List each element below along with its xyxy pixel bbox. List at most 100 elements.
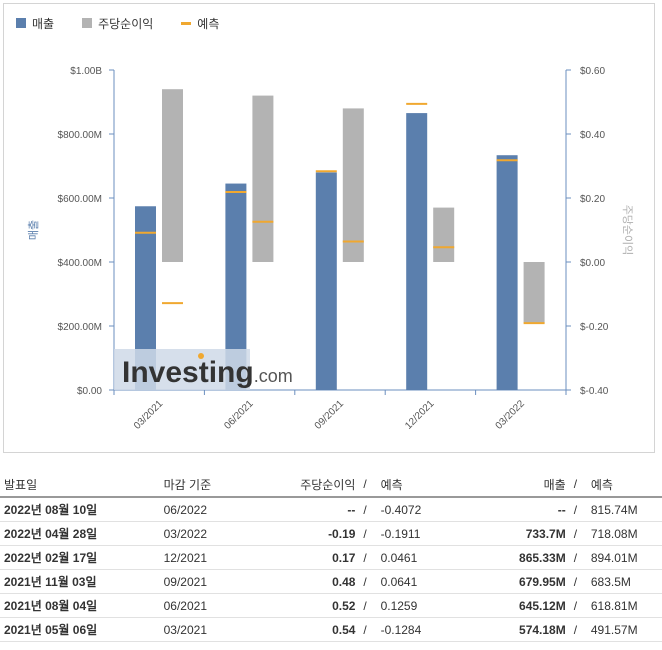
row-period: 06/2022 (159, 497, 296, 522)
revenue-bar[interactable] (315, 172, 337, 390)
row-date: 2022년 02월 17일 (0, 545, 160, 570)
row-sep: / (569, 593, 587, 618)
row-date: 2022년 04월 28일 (0, 521, 160, 546)
revenue-bar[interactable] (135, 206, 156, 390)
x-tick-label: 03/2021 (132, 398, 166, 432)
row-date: 2021년 11월 03일 (0, 569, 160, 594)
legend-item-revenue[interactable]: 매출 (16, 14, 54, 32)
watermark-logo: Investing.com (122, 356, 293, 389)
header-sep: / (359, 472, 377, 498)
row-eps: 0.54 (295, 617, 360, 642)
legend-swatch-eps (82, 18, 93, 28)
row-revenue-forecast: 894.01M (586, 545, 662, 570)
row-eps-forecast: -0.1284 (376, 617, 495, 642)
earnings-table: 발표일 마감 기준 주당순이익 / 예측 매출 / 예측 2022년 08월 1… (0, 472, 662, 642)
x-tick-label: 12/2021 (403, 398, 437, 432)
x-tick-label: 03/2022 (494, 398, 528, 432)
row-eps-forecast: 0.1259 (376, 593, 495, 618)
revenue-bar[interactable] (406, 113, 428, 391)
row-sep: / (569, 545, 587, 570)
legend-item-forecast[interactable]: 예측 (181, 14, 219, 32)
row-eps: 0.17 (295, 545, 360, 570)
revenue-bar[interactable] (225, 183, 247, 390)
table-row: 2021년 11월 03일 09/2021 0.48/0.0641 679.95M/6… (0, 569, 662, 594)
eps-bar[interactable] (342, 108, 364, 263)
legend-label-forecast: 예측 (197, 16, 220, 31)
row-sep: / (569, 617, 587, 642)
row-eps-forecast: 0.0461 (376, 545, 495, 570)
header-period[interactable]: 마감 기준 (159, 472, 296, 498)
watermark-background (114, 349, 250, 390)
header-sep: / (569, 472, 587, 498)
eps-bar[interactable] (523, 262, 545, 323)
legend-swatch-revenue (16, 18, 26, 28)
eps-bar[interactable] (433, 207, 455, 262)
row-revenue: 733.7M (494, 521, 570, 546)
y2-tick-label: $0.20 (580, 194, 605, 205)
row-eps-forecast: -0.4072 (376, 497, 495, 522)
y2-tick-label: $0.60 (580, 66, 605, 77)
row-revenue: -- (494, 497, 570, 522)
header-date[interactable]: 발표일 (0, 472, 160, 498)
row-date: 2022년 08월 10일 (0, 497, 160, 522)
y-tick-label: $600.00M (58, 194, 102, 205)
row-revenue: 645.12M (494, 593, 570, 618)
y-tick-label: $400.00M (58, 258, 102, 269)
y-tick-label: $1.00B (70, 66, 102, 77)
row-eps-forecast: -0.1911 (376, 521, 495, 546)
chart-plot: $0.00 $-0.40 $200.00M $-0.20 $400.00M $0.00 $6… (27, 66, 634, 432)
legend-item-eps[interactable]: 주당순이익 (82, 14, 153, 32)
row-sep: / (569, 521, 587, 546)
row-eps-forecast: 0.0641 (376, 569, 495, 594)
row-period: 03/2021 (159, 617, 296, 642)
table-row: 2022년 02월 17일 12/2021 0.17/0.0461 865.33M/8… (0, 545, 662, 570)
y2-tick-label: $0.40 (580, 130, 605, 141)
row-sep: / (359, 521, 377, 546)
row-revenue: 574.18M (494, 617, 570, 642)
legend-label-revenue: 매출 (32, 16, 55, 31)
table-row: 2022년 04월 28일 03/2022 -0.19/-0.1911 733.7M /… (0, 521, 662, 546)
earnings-chart-panel: 매출 주당순이익 예측 $0.00 $-0.40 $200.00M $-0.20 $40… (3, 3, 655, 453)
row-period: 06/2021 (159, 593, 296, 618)
row-sep: / (359, 545, 377, 570)
row-sep: / (359, 497, 377, 522)
row-revenue-forecast: 618.81M (586, 593, 662, 618)
header-eps[interactable]: 주당순이익 (295, 472, 360, 498)
y-axis-title: 매출 (27, 220, 40, 240)
x-tick-label: 06/2021 (222, 398, 256, 432)
y-tick-label: $800.00M (58, 130, 102, 141)
row-revenue: 865.33M (494, 545, 570, 570)
table-row: 2021년 05월 06일 03/2021 0.54/-0.1284 574.18M /… (0, 617, 662, 642)
eps-bar[interactable] (252, 95, 274, 262)
header-revenue-forecast[interactable]: 예측 (586, 472, 662, 498)
row-sep: / (569, 497, 587, 522)
row-revenue-forecast: 683.5M (586, 569, 662, 594)
eps-bar[interactable] (162, 89, 183, 262)
row-period: 12/2021 (159, 545, 296, 570)
row-date: 2021년 08월 04일 (0, 593, 160, 618)
watermark-dot (198, 353, 204, 359)
revenue-bar[interactable] (496, 155, 518, 390)
y-tick-label: $200.00M (58, 322, 102, 333)
row-revenue-forecast: 718.08M (586, 521, 662, 546)
row-eps: -0.19 (295, 521, 360, 546)
row-sep: / (569, 569, 587, 594)
row-revenue-forecast: 491.57M (586, 617, 662, 642)
row-revenue: 679.95M (494, 569, 570, 594)
y2-tick-label: $0.00 (580, 258, 605, 269)
y2-tick-label: $-0.20 (580, 322, 609, 333)
row-eps: 0.48 (295, 569, 360, 594)
header-revenue[interactable]: 매출 (494, 472, 570, 498)
legend-label-eps: 주당순이익 (98, 16, 154, 31)
row-period: 03/2022 (159, 521, 296, 546)
x-tick-label: 09/2021 (313, 398, 347, 432)
row-period: 09/2021 (159, 569, 296, 594)
table-row: 2021년 08월 04일 06/2021 0.52/0.1259 645.12M/6… (0, 593, 662, 618)
y-tick-label: $0.00 (77, 386, 102, 397)
row-revenue-forecast: 815.74M (586, 497, 662, 522)
row-eps: 0.52 (295, 593, 360, 618)
y2-axis-title: 주당순이익 (621, 205, 634, 256)
header-eps-forecast[interactable]: 예측 (376, 472, 495, 498)
row-eps: -- (295, 497, 360, 522)
row-sep: / (359, 617, 377, 642)
